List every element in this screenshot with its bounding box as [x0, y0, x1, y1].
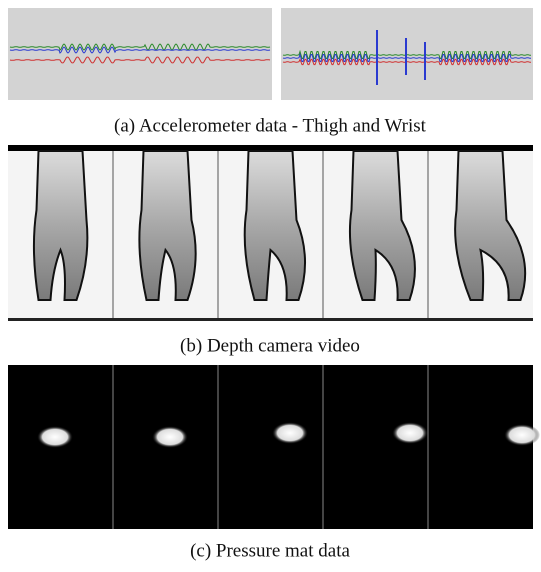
accelerometer-plots — [8, 8, 533, 100]
caption: (a) Accelerometer data - Thigh and Wrist — [114, 115, 427, 136]
caption: (c) Pressure mat data — [190, 540, 350, 561]
thigh-plot — [8, 8, 272, 100]
pressure-blob — [272, 422, 308, 444]
pressure-blob — [392, 422, 428, 444]
depth-frames — [8, 145, 533, 321]
pressure-blob — [504, 424, 540, 446]
pressure-blob — [152, 426, 188, 448]
figure: (a) Accelerometer data - Thigh and Wrist… — [0, 0, 541, 572]
pressure-frames — [8, 365, 540, 529]
pressure-blob — [37, 426, 73, 448]
caption: (b) Depth camera video — [180, 335, 360, 356]
